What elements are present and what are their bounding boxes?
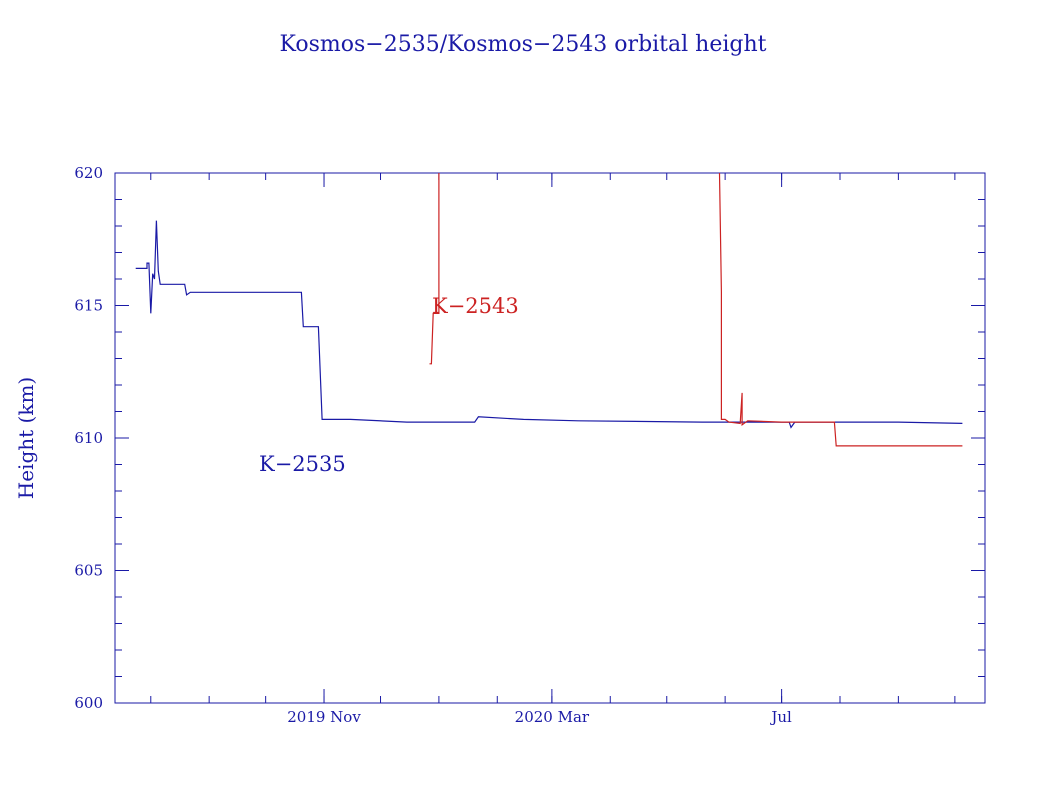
y-tick-label: 610	[74, 429, 103, 447]
y-tick-label: 620	[74, 164, 103, 182]
plot-frame	[114, 172, 986, 704]
series-line-k-2543	[718, 172, 963, 447]
axis-ticks	[115, 172, 985, 704]
series-lines	[135, 172, 963, 447]
y-tick-label: 615	[74, 297, 103, 315]
tick-labels: 600 605 610 615 620 2019 Nov 2020 Mar Jul	[74, 164, 792, 726]
annotation-k2535: K−2535	[259, 452, 346, 476]
annotation-k2543: K−2543	[432, 294, 519, 318]
series-line-k-2543	[429, 173, 440, 365]
series-line-k-2535	[135, 220, 963, 429]
y-axis-label: Height (km)	[14, 377, 38, 499]
x-tick-label: Jul	[769, 708, 792, 726]
x-tick-label: 2020 Mar	[515, 708, 590, 726]
x-tick-label: 2019 Nov	[287, 708, 361, 726]
y-tick-label: 600	[74, 694, 103, 712]
chart-title: Kosmos−2535/Kosmos−2543 orbital height	[280, 32, 767, 57]
y-tick-label: 605	[74, 562, 103, 580]
